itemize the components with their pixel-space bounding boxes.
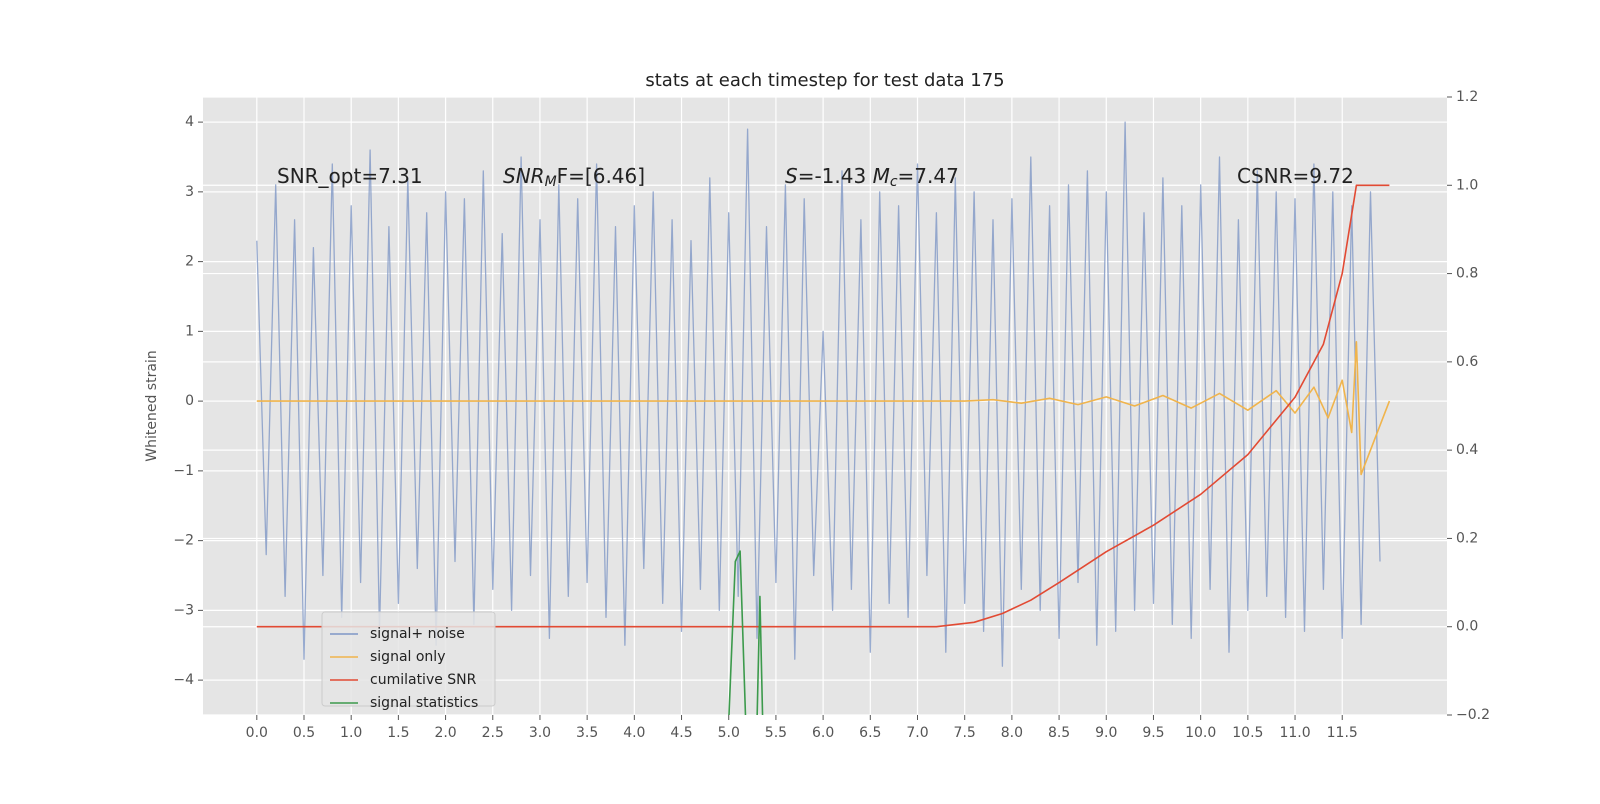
annotation-part: c (890, 174, 898, 190)
y-axis-label: Whitened strain (144, 350, 160, 461)
x-tick-label: 4.5 (670, 725, 692, 741)
x-tick-label: 3.5 (576, 725, 598, 741)
x-tick-label: 0.0 (246, 725, 268, 741)
x-tick-label: 11.5 (1327, 725, 1358, 741)
x-tick-label: 7.0 (906, 725, 928, 741)
y-tick-label: 4 (185, 114, 194, 130)
y2-tick-label: 1.0 (1456, 177, 1478, 193)
annotation: SNRMF=[6.46] (503, 164, 645, 191)
x-tick-label: 9.5 (1142, 725, 1164, 741)
legend-label: cumilative SNR (370, 672, 477, 688)
x-tick-label: 10.5 (1232, 725, 1263, 741)
annotation-part: =7.47 (898, 164, 959, 188)
x-tick-label: 2.5 (482, 725, 504, 741)
x-tick-label: 7.5 (954, 725, 976, 741)
annotation-part: =-1.43 (798, 164, 873, 188)
annotation-part: SNR (503, 164, 545, 188)
y-tick-label: −4 (173, 672, 194, 688)
x-tick-label: 5.0 (718, 725, 740, 741)
y-tick-label: 2 (185, 254, 194, 270)
series-line (256, 341, 1391, 476)
y2-tick-label: 0.4 (1456, 442, 1478, 458)
y-tick-label: 1 (185, 323, 194, 339)
annotation: CSNR=9.72 (1237, 164, 1354, 188)
x-tick-label: 8.0 (1001, 725, 1023, 741)
legend-label: signal only (370, 649, 445, 665)
y-tick-label: 3 (185, 184, 194, 200)
y2-tick-label: 0.8 (1456, 266, 1478, 282)
x-tick-label: 9.0 (1095, 725, 1117, 741)
y-tick-label: −2 (173, 533, 194, 549)
legend-label: signal+ noise (370, 626, 465, 642)
annotation-part: CSNR=9.72 (1237, 164, 1354, 188)
annotation-part: SNR_opt=7.31 (277, 164, 423, 188)
x-tick-label: 1.5 (387, 725, 409, 741)
x-tick-label: 6.0 (812, 725, 834, 741)
x-tick-label: 11.0 (1279, 725, 1310, 741)
annotation: SNR_opt=7.31 (277, 164, 423, 188)
legend-box (321, 611, 496, 707)
x-tick-label: 0.5 (293, 725, 315, 741)
y-tick-label: −1 (173, 463, 194, 479)
x-tick-label: 10.0 (1185, 725, 1216, 741)
y2-tick-label: 0.2 (1456, 530, 1478, 546)
y-tick-label: 0 (185, 393, 194, 409)
y2-tick-label: 0.6 (1456, 354, 1478, 370)
series-line (256, 184, 1390, 628)
x-tick-label: 8.5 (1048, 725, 1070, 741)
y2-tick-label: 1.2 (1456, 89, 1478, 105)
x-tick-label: 3.0 (529, 725, 551, 741)
annotation: S=-1.43 Mc=7.47 (785, 164, 959, 191)
series-line (728, 550, 764, 715)
annotation-part: M (873, 164, 890, 188)
annotation-part: F=[6.46] (557, 164, 645, 188)
x-tick-label: 2.0 (434, 725, 456, 741)
y2-tick-label: −0.2 (1456, 707, 1490, 723)
x-tick-label: 5.5 (765, 725, 787, 741)
annotation-part: S (785, 164, 798, 188)
y-tick-label: −3 (173, 602, 194, 618)
x-tick-label: 1.0 (340, 725, 362, 741)
legend-label: signal statistics (370, 695, 478, 711)
chart-title: stats at each timestep for test data 175 (645, 70, 1004, 91)
x-tick-label: 6.5 (859, 725, 881, 741)
x-tick-label: 4.0 (623, 725, 645, 741)
series-line (256, 121, 1381, 667)
annotation-part: M (545, 174, 557, 190)
y2-tick-label: 0.0 (1456, 619, 1478, 635)
